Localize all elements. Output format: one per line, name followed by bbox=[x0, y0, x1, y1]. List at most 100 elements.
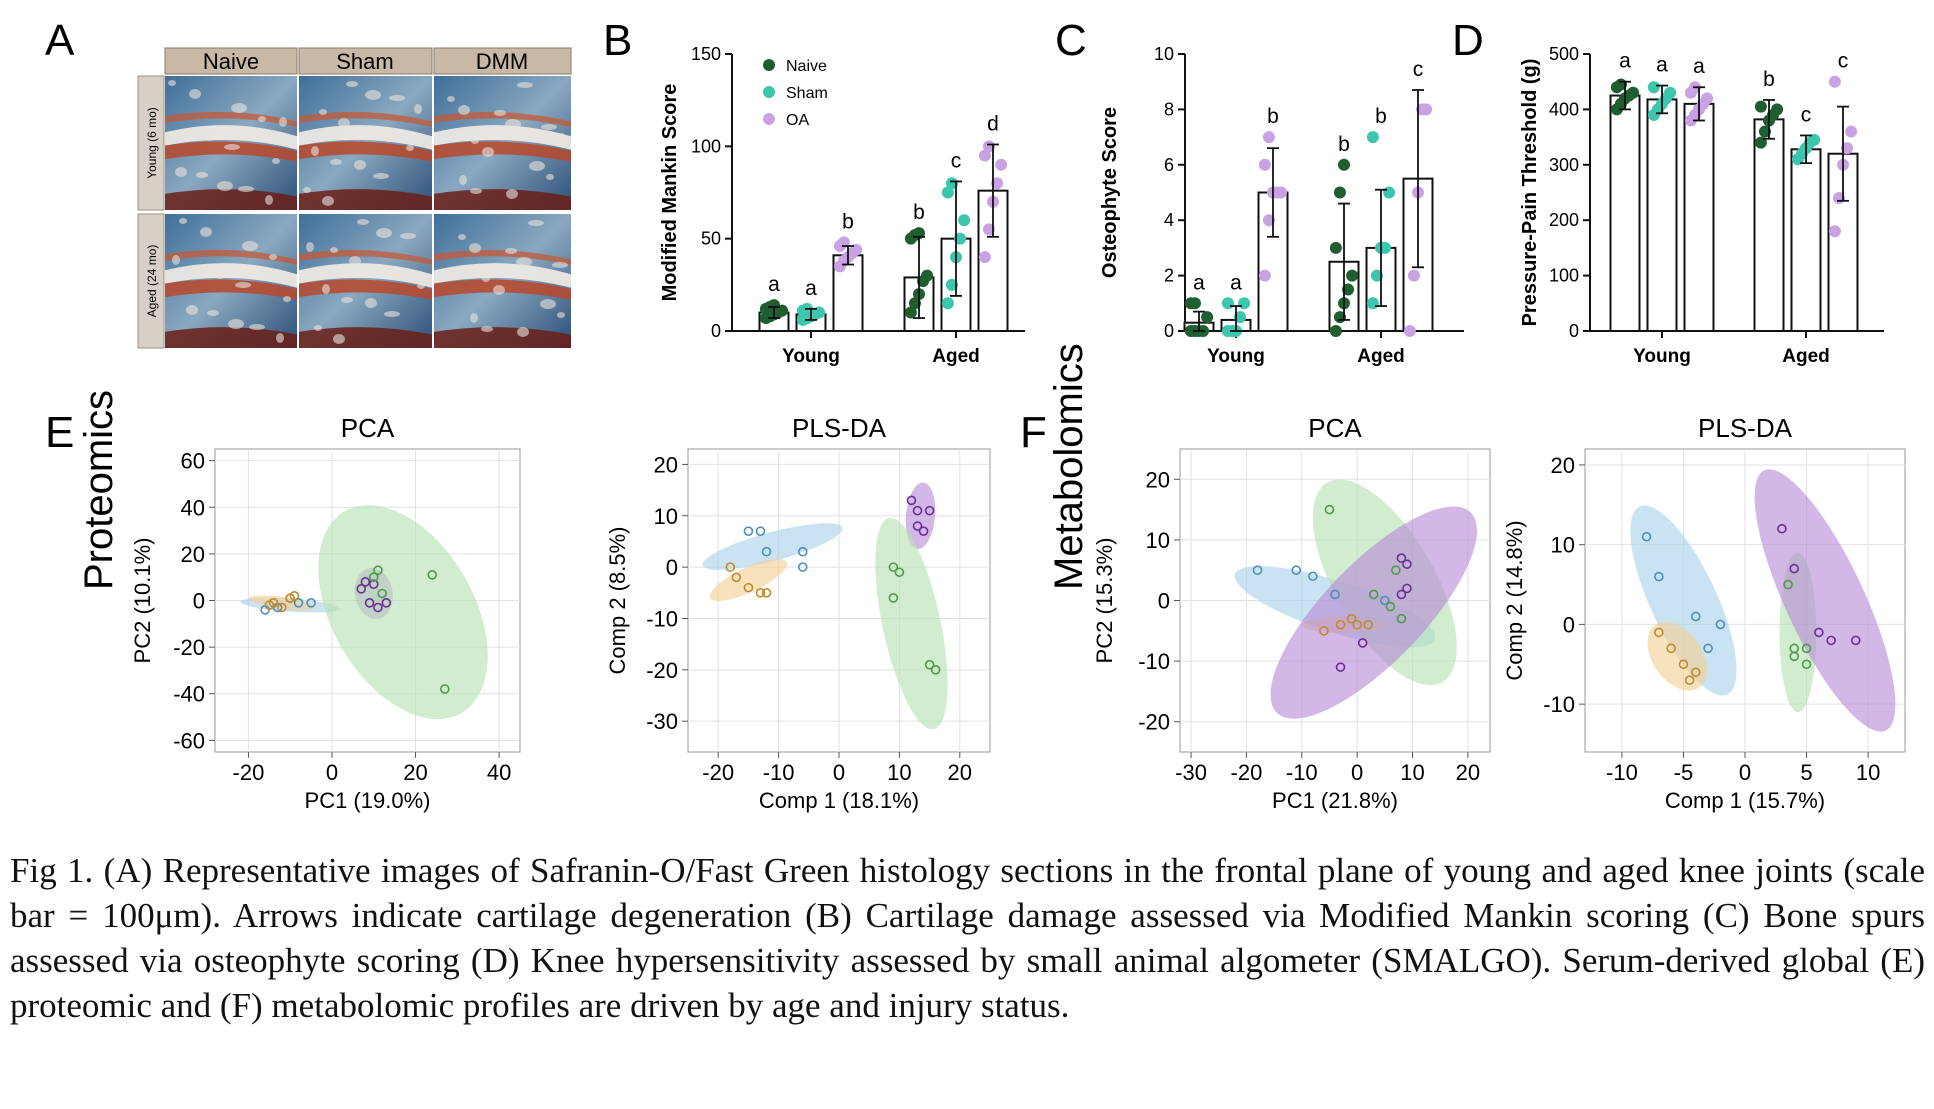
data-point bbox=[1826, 635, 1836, 646]
proteomics-plsda-plot: -20 -10 0 10 20 -30 -20 -10 0 10 20 PLS-DA Comp 1 (1… bbox=[605, 413, 991, 813]
data-point bbox=[1335, 662, 1346, 672]
marrow-space bbox=[189, 89, 201, 99]
data-point bbox=[978, 149, 991, 162]
data-point bbox=[1391, 565, 1401, 576]
y-tick-label: -20 bbox=[1138, 710, 1170, 735]
y-tick-label: 100 bbox=[691, 136, 721, 156]
data-point bbox=[268, 598, 279, 608]
x-tick-label: 20 bbox=[403, 760, 427, 785]
data-point bbox=[1407, 269, 1420, 282]
data-point bbox=[1850, 635, 1861, 646]
data-point bbox=[373, 602, 383, 613]
y-tick-label: 0 bbox=[1158, 589, 1170, 614]
y-tick-label: 50 bbox=[701, 229, 721, 249]
data-point bbox=[1402, 583, 1412, 594]
y-tick-label: 60 bbox=[181, 449, 205, 474]
data-point bbox=[439, 684, 450, 694]
y-tick-label: 40 bbox=[181, 495, 205, 520]
significance-letter: a bbox=[768, 273, 780, 296]
y-tick-label: 0 bbox=[1164, 321, 1174, 341]
marrow-space bbox=[249, 324, 265, 330]
data-point bbox=[368, 579, 379, 589]
marrow-space bbox=[330, 247, 338, 253]
histology-panel: Naive Sham DMM Young (6 mo) Aged (24 mo) bbox=[137, 47, 572, 349]
significance-letter: a bbox=[1193, 271, 1205, 294]
data-point bbox=[1385, 601, 1396, 612]
marrow-space bbox=[505, 248, 517, 254]
data-point bbox=[991, 177, 1004, 190]
cartilage-stain bbox=[299, 279, 432, 300]
histology-header-sham: Sham bbox=[298, 47, 433, 75]
data-point bbox=[377, 588, 387, 599]
x-tick-label: 0 bbox=[326, 760, 338, 785]
y-tick-label: -40 bbox=[173, 682, 205, 707]
data-point bbox=[1664, 86, 1677, 99]
panel-letter-f: F bbox=[1020, 408, 1047, 457]
data-point bbox=[894, 567, 905, 578]
data-point bbox=[1627, 86, 1640, 99]
growth-plate-stain bbox=[434, 189, 571, 210]
data-point bbox=[945, 278, 958, 291]
y-tick-label: 6 bbox=[1164, 155, 1174, 175]
legend-label: Sham bbox=[786, 85, 828, 102]
y-tick-label: 0 bbox=[1569, 321, 1579, 341]
data-point bbox=[1684, 675, 1695, 686]
y-tick-label: 8 bbox=[1164, 99, 1174, 119]
data-point bbox=[356, 584, 367, 594]
osteophyte-score-chart: 0 2 4 6 8 10 Osteophyte Score Young a a b Aged b b c bbox=[1099, 44, 1464, 367]
data-point bbox=[924, 659, 935, 670]
data-point bbox=[1363, 619, 1374, 630]
data-point bbox=[277, 602, 287, 613]
marrow-space bbox=[228, 319, 244, 329]
y-tick-label: -10 bbox=[1543, 692, 1575, 717]
marrow-space bbox=[540, 299, 556, 309]
significance-letter: c bbox=[1413, 58, 1424, 81]
marrow-space bbox=[182, 130, 194, 136]
x-tick-label: Aged bbox=[1782, 346, 1830, 367]
y-tick-label: -10 bbox=[1138, 649, 1170, 674]
group-ellipse bbox=[1630, 505, 1737, 696]
y-tick-label: 2 bbox=[1164, 266, 1174, 286]
cartilage-stain bbox=[299, 141, 432, 162]
marrow-space bbox=[414, 104, 422, 114]
growth-plate-stain bbox=[165, 327, 297, 348]
marrow-space bbox=[238, 186, 254, 192]
x-tick-label: -20 bbox=[233, 760, 265, 785]
marrow-space bbox=[376, 228, 392, 238]
significance-letter: c bbox=[951, 149, 962, 172]
marrow-space bbox=[258, 116, 266, 122]
data-point bbox=[982, 223, 995, 236]
data-point bbox=[755, 587, 766, 598]
x-tick-label: Young bbox=[1207, 346, 1265, 367]
data-point bbox=[1828, 75, 1841, 88]
growth-plate-stain bbox=[299, 327, 432, 348]
data-point bbox=[1252, 565, 1263, 576]
data-point bbox=[1777, 523, 1787, 534]
marrow-space bbox=[200, 227, 212, 237]
marrow-space bbox=[481, 326, 493, 332]
data-point bbox=[1647, 81, 1660, 94]
cartilage-stain bbox=[434, 111, 571, 127]
x-tick-label: 20 bbox=[948, 760, 972, 785]
significance-letter: a bbox=[805, 277, 817, 300]
marrow-space bbox=[217, 181, 233, 191]
data-point bbox=[725, 562, 736, 572]
marrow-space bbox=[506, 189, 518, 199]
y-tick-label: 20 bbox=[181, 542, 205, 567]
marrow-space bbox=[341, 297, 353, 303]
x-tick-label: -20 bbox=[702, 760, 734, 785]
data-point bbox=[904, 306, 917, 319]
data-point bbox=[982, 140, 995, 153]
data-point bbox=[1754, 100, 1767, 113]
histology-row-tab-young bbox=[137, 75, 165, 211]
y-tick-label: 0 bbox=[711, 321, 721, 341]
marrow-space bbox=[224, 144, 240, 150]
joint-space bbox=[299, 125, 432, 150]
mankin-score-chart: 0 50 100 150 Modified Mankin Score Young a a b Ag… bbox=[659, 44, 1025, 367]
marrow-space bbox=[458, 234, 466, 240]
y-axis-label: Modified Mankin Score bbox=[659, 84, 681, 302]
y-tick-label: 0 bbox=[1563, 612, 1575, 637]
y-axis-label: PC2 (10.1%) bbox=[130, 538, 155, 664]
data-point bbox=[912, 521, 923, 531]
joint-space bbox=[165, 125, 297, 150]
